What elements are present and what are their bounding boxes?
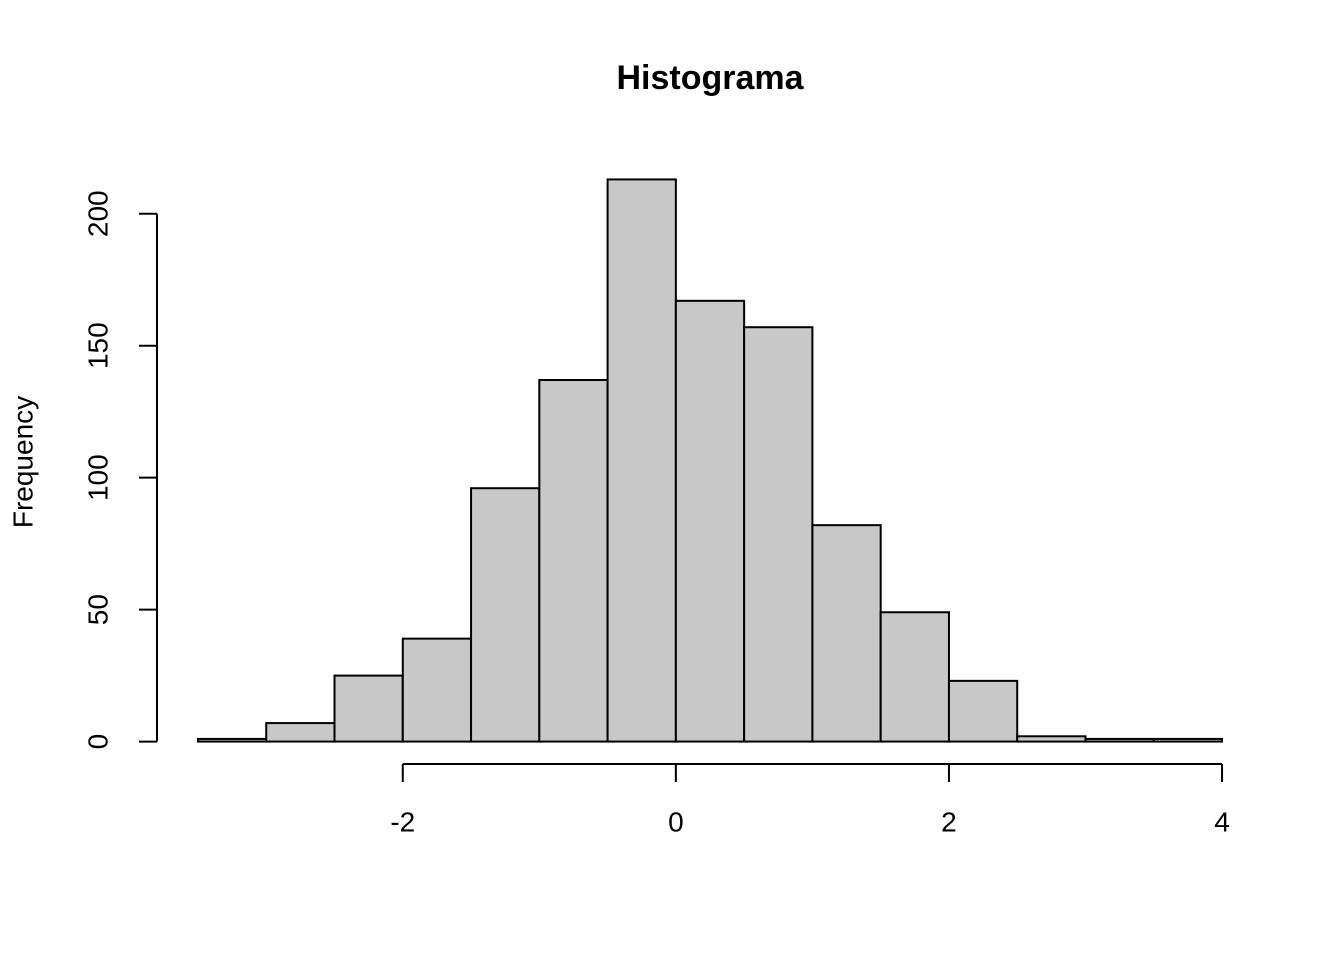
y-tick-label: 200: [82, 190, 113, 237]
x-tick-label: 0: [668, 806, 684, 837]
bar: [811, 524, 882, 743]
x-tick-label: 4: [1214, 806, 1230, 837]
bar: [196, 737, 268, 743]
y-tick-label: 100: [82, 454, 113, 501]
chart-title: Histograma: [616, 59, 804, 97]
bar: [606, 178, 677, 743]
bar: [879, 611, 950, 743]
bar: [947, 679, 1019, 743]
bar: [743, 326, 814, 743]
bar: [538, 379, 609, 743]
x-tick-label: -2: [390, 806, 415, 837]
y-axis-label: Frequency: [7, 396, 38, 528]
y-tick-label: 150: [82, 322, 113, 369]
x-tick-label: 2: [941, 806, 957, 837]
bar: [1016, 735, 1087, 743]
bar: [470, 487, 541, 743]
bar: [333, 674, 404, 743]
y-tick-label: 50: [82, 594, 113, 625]
bar: [265, 722, 336, 743]
y-tick-label: 0: [82, 734, 113, 750]
bar: [1152, 737, 1224, 743]
bar: [1084, 737, 1155, 743]
bar: [401, 637, 473, 743]
bar: [674, 299, 746, 743]
